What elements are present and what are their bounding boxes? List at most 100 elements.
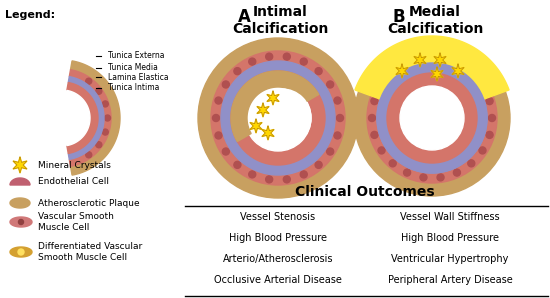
Circle shape	[404, 60, 411, 67]
Circle shape	[283, 53, 290, 60]
Circle shape	[222, 148, 229, 155]
Text: High Blood Pressure: High Blood Pressure	[229, 233, 327, 243]
Circle shape	[86, 78, 92, 84]
Circle shape	[283, 176, 290, 183]
Polygon shape	[68, 77, 104, 159]
Circle shape	[222, 81, 229, 88]
Polygon shape	[13, 157, 27, 173]
Circle shape	[253, 89, 311, 147]
Polygon shape	[10, 178, 30, 185]
Circle shape	[250, 90, 306, 146]
Circle shape	[327, 148, 334, 155]
Circle shape	[96, 142, 102, 148]
Circle shape	[249, 171, 256, 178]
Polygon shape	[10, 247, 32, 257]
Circle shape	[486, 98, 493, 105]
Circle shape	[221, 61, 335, 175]
Text: Peripheral Artery Disease: Peripheral Artery Disease	[388, 275, 513, 285]
Circle shape	[400, 86, 464, 150]
Circle shape	[377, 63, 487, 173]
Circle shape	[212, 114, 219, 122]
Circle shape	[211, 51, 345, 185]
Circle shape	[400, 86, 464, 150]
Circle shape	[315, 68, 322, 74]
Circle shape	[404, 169, 411, 176]
Polygon shape	[396, 64, 408, 78]
Polygon shape	[267, 91, 279, 105]
Text: High Blood Pressure: High Blood Pressure	[401, 233, 499, 243]
Circle shape	[437, 174, 444, 181]
Text: Vascular Smooth
Muscle Cell: Vascular Smooth Muscle Cell	[38, 212, 114, 232]
Circle shape	[486, 131, 493, 138]
Text: Endothelial Cell: Endothelial Cell	[38, 178, 109, 187]
Circle shape	[389, 69, 396, 76]
Circle shape	[420, 174, 427, 181]
Circle shape	[378, 82, 385, 89]
Circle shape	[479, 147, 486, 154]
Circle shape	[234, 161, 241, 168]
Circle shape	[468, 160, 475, 167]
Polygon shape	[434, 53, 446, 67]
Polygon shape	[250, 119, 262, 133]
Circle shape	[96, 88, 102, 94]
Circle shape	[249, 58, 256, 65]
Text: Arterio/Atherosclerosis: Arterio/Atherosclerosis	[223, 254, 333, 264]
Polygon shape	[62, 90, 90, 146]
Circle shape	[334, 132, 341, 139]
Text: Differentiated Vascular
Smooth Muscle Cell: Differentiated Vascular Smooth Muscle Ce…	[38, 242, 142, 262]
Circle shape	[266, 53, 273, 60]
Circle shape	[437, 55, 444, 62]
Circle shape	[266, 176, 273, 183]
Polygon shape	[67, 83, 98, 153]
Circle shape	[371, 98, 378, 105]
Polygon shape	[10, 198, 30, 208]
Circle shape	[334, 97, 341, 104]
Polygon shape	[355, 36, 509, 99]
Text: Mineral Crystals: Mineral Crystals	[38, 161, 111, 170]
Circle shape	[102, 129, 108, 135]
Circle shape	[468, 69, 475, 76]
Circle shape	[234, 68, 241, 74]
Circle shape	[354, 40, 510, 196]
Polygon shape	[70, 61, 120, 175]
Text: B: B	[392, 8, 405, 26]
Circle shape	[102, 101, 108, 107]
Text: Occlusive Arterial Disease: Occlusive Arterial Disease	[214, 275, 342, 285]
Circle shape	[453, 169, 460, 176]
Circle shape	[19, 220, 24, 224]
Polygon shape	[262, 126, 274, 140]
Polygon shape	[431, 67, 443, 81]
Circle shape	[300, 171, 307, 178]
Text: Tunica Intima: Tunica Intima	[108, 83, 159, 92]
Circle shape	[378, 147, 385, 154]
Circle shape	[488, 114, 496, 122]
Circle shape	[327, 81, 334, 88]
Circle shape	[377, 63, 487, 173]
Circle shape	[387, 73, 477, 163]
Circle shape	[104, 115, 111, 121]
Polygon shape	[10, 217, 32, 227]
Circle shape	[300, 58, 307, 65]
Polygon shape	[69, 70, 111, 166]
Text: Legend:: Legend:	[5, 10, 55, 20]
Circle shape	[420, 55, 427, 62]
Circle shape	[231, 71, 325, 165]
Text: Medial
Calcification: Medial Calcification	[387, 5, 483, 36]
Circle shape	[215, 97, 222, 104]
Polygon shape	[414, 53, 426, 67]
Text: Tunica Externa: Tunica Externa	[108, 52, 164, 60]
Circle shape	[215, 132, 222, 139]
Bar	[0, 40, 64, 220]
Circle shape	[245, 85, 311, 151]
Circle shape	[315, 161, 322, 168]
Circle shape	[371, 131, 378, 138]
Circle shape	[389, 160, 396, 167]
Text: Ventricular Hypertrophy: Ventricular Hypertrophy	[391, 254, 509, 264]
Polygon shape	[231, 71, 318, 142]
Circle shape	[18, 249, 24, 255]
Text: Vessel Wall Stiffness: Vessel Wall Stiffness	[400, 212, 500, 222]
Text: Lamina Elastica: Lamina Elastica	[108, 72, 169, 81]
Circle shape	[86, 152, 92, 158]
Circle shape	[453, 60, 460, 67]
Text: Intimal
Calcification: Intimal Calcification	[232, 5, 328, 36]
